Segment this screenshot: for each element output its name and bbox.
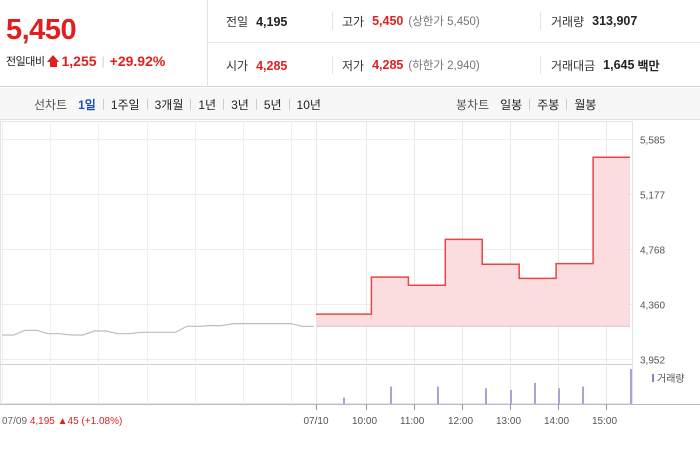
x-tick-label: 15:00 bbox=[592, 416, 617, 427]
prev-day-date: 07/09 bbox=[2, 416, 30, 427]
volume-bar bbox=[343, 397, 345, 404]
tab-monthly[interactable]: 월봉 bbox=[574, 97, 597, 112]
tab-1y[interactable]: 1년 bbox=[198, 97, 217, 112]
stats-row-2: 시가 4,285 저가 4,285 (하한가 2,940) 거래대금 1,645… bbox=[208, 44, 700, 87]
stat-value: 1,645 bbox=[603, 58, 635, 72]
y-tick-label: 5,585 bbox=[640, 136, 665, 147]
tab-divider bbox=[223, 98, 225, 110]
x-tick-label: 14:00 bbox=[544, 416, 569, 427]
change-line: 전일대비 1,255 | +29.92% bbox=[6, 53, 165, 69]
divider: | bbox=[101, 54, 105, 68]
stat-low: 저가 4,285 (하한가 2,940) bbox=[332, 56, 480, 74]
stat-label: 고가 bbox=[342, 14, 365, 29]
stat-label: 거래량 bbox=[551, 14, 585, 29]
tab-divider bbox=[102, 98, 104, 110]
prev-day-info: 07/09 4,195 ▲45 (+1.08%) bbox=[2, 416, 122, 427]
y-tick-label: 4,768 bbox=[640, 246, 665, 257]
candle-chart-title: 봉차트 bbox=[456, 97, 490, 112]
volume-bar bbox=[390, 386, 392, 404]
stat-label: 시가 bbox=[226, 59, 249, 73]
y-tick-label: 5,177 bbox=[640, 191, 665, 202]
prev-day-change-pct: (+1.08%) bbox=[81, 416, 122, 427]
tab-10y[interactable]: 10년 bbox=[296, 97, 321, 112]
volume-bar bbox=[485, 388, 487, 404]
change-percent: +29.92% bbox=[109, 53, 166, 69]
stat-trade-value: 거래대금 1,645 백만 bbox=[540, 56, 660, 74]
x-tick-label: 11:00 bbox=[400, 416, 425, 427]
tab-daily[interactable]: 일봉 bbox=[500, 97, 523, 112]
period-tabs-bar: 선차트 1일 1주일 3개월 1년 3년 5년 10년 봉차트 일봉 주봉 월봉 bbox=[0, 88, 700, 120]
stat-label: 거래대금 bbox=[551, 58, 596, 73]
candle-chart-tabs: 봉차트 일봉 주봉 월봉 bbox=[456, 88, 597, 120]
line-chart-tabs: 선차트 1일 1주일 3개월 1년 3년 5년 10년 bbox=[34, 88, 322, 120]
stat-value: 313,907 bbox=[592, 14, 638, 28]
x-tick-label: 07/10 bbox=[303, 416, 328, 427]
stat-value: 5,450 bbox=[372, 14, 404, 28]
tab-divider bbox=[566, 98, 568, 110]
volume-bar bbox=[510, 390, 512, 404]
tab-3m[interactable]: 3개월 bbox=[154, 97, 184, 112]
volume-bar bbox=[437, 386, 439, 404]
prev-day-change: ▲45 bbox=[58, 416, 82, 427]
volume-legend-label: 거래량 bbox=[657, 373, 685, 385]
x-tick-label: 13:00 bbox=[496, 416, 521, 427]
stat-prev-close: 전일 4,195 bbox=[226, 0, 287, 43]
tab-divider bbox=[288, 98, 290, 110]
tab-3y[interactable]: 3년 bbox=[231, 97, 249, 112]
stat-label: 저가 bbox=[342, 58, 365, 73]
change-label: 전일대비 bbox=[6, 56, 45, 68]
line-chart-title: 선차트 bbox=[34, 97, 68, 112]
stat-sub: (상한가 5,450) bbox=[408, 16, 480, 28]
price-chart: 5,585 5,177 4,768 4,360 3,952 07/10 10:00 11:00… bbox=[0, 121, 700, 450]
stat-open: 시가 4,285 bbox=[226, 44, 287, 87]
x-tick-label: 10:00 bbox=[352, 416, 377, 427]
tab-1d[interactable]: 1일 bbox=[78, 97, 96, 112]
stat-label: 전일 bbox=[226, 15, 249, 29]
today-area-fill bbox=[316, 157, 630, 327]
y-tick-label: 4,360 bbox=[640, 301, 665, 312]
prev-day-line bbox=[2, 323, 314, 336]
volume-bar bbox=[582, 386, 584, 404]
price-box: 5,450 전일대비 1,255 | +29.92% bbox=[0, 0, 208, 87]
tab-5y[interactable]: 5년 bbox=[263, 97, 282, 112]
stats-row-1: 전일 4,195 고가 5,450 (상한가 5,450) 거래량 313,90… bbox=[208, 0, 700, 43]
stat-volume: 거래량 313,907 bbox=[540, 12, 637, 30]
quote-panel: 5,450 전일대비 1,255 | +29.92% 전일 4,195 고가 5… bbox=[0, 0, 700, 87]
stat-value: 4,285 bbox=[372, 58, 404, 72]
stat-unit: 백만 bbox=[637, 58, 660, 73]
current-price: 5,450 bbox=[6, 14, 77, 46]
prev-day-close: 4,195 bbox=[30, 416, 58, 427]
volume-bar bbox=[630, 369, 632, 404]
stat-high: 고가 5,450 (상한가 5,450) bbox=[332, 12, 480, 30]
price-chart-svg: 5,585 5,177 4,768 4,360 3,952 07/10 10:00 11:00… bbox=[0, 121, 700, 427]
x-tick-label: 12:00 bbox=[448, 416, 473, 427]
stat-value: 4,195 bbox=[256, 14, 288, 29]
y-tick-label: 3,952 bbox=[640, 356, 665, 367]
tab-1w[interactable]: 1주일 bbox=[110, 97, 140, 112]
up-triangle-icon bbox=[47, 55, 60, 67]
tab-divider bbox=[146, 98, 148, 110]
stat-value: 4,285 bbox=[256, 58, 288, 73]
change-value: 1,255 bbox=[61, 53, 97, 69]
stats-table: 전일 4,195 고가 5,450 (상한가 5,450) 거래량 313,90… bbox=[208, 0, 700, 87]
tab-weekly[interactable]: 주봉 bbox=[537, 97, 560, 112]
volume-legend-swatch bbox=[652, 374, 654, 382]
tab-divider bbox=[255, 98, 257, 110]
tab-divider bbox=[190, 98, 192, 110]
tab-divider bbox=[529, 98, 531, 110]
volume-bar bbox=[558, 388, 560, 404]
today-price-line bbox=[316, 156, 630, 315]
volume-bar bbox=[534, 383, 536, 404]
stat-sub: (하한가 2,940) bbox=[408, 60, 480, 72]
